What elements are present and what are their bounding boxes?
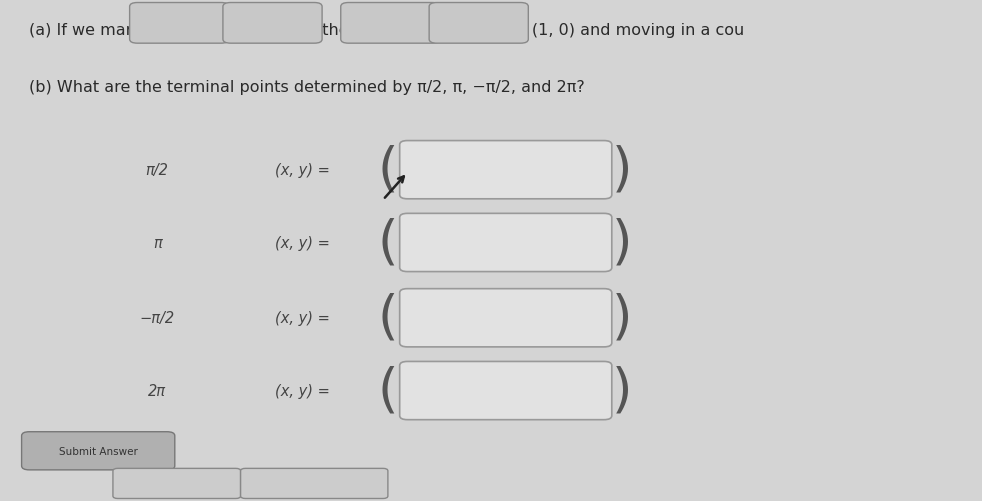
Text: ): )	[612, 365, 632, 417]
Text: (x, y) =: (x, y) =	[275, 163, 330, 178]
Text: ): )	[612, 144, 632, 196]
FancyBboxPatch shape	[400, 289, 612, 347]
FancyBboxPatch shape	[113, 468, 241, 498]
FancyBboxPatch shape	[241, 468, 388, 498]
FancyBboxPatch shape	[341, 4, 440, 44]
Text: Submit Answer: Submit Answer	[59, 446, 137, 456]
FancyBboxPatch shape	[429, 4, 528, 44]
Text: −π/2: −π/2	[139, 311, 175, 326]
FancyBboxPatch shape	[400, 141, 612, 199]
FancyBboxPatch shape	[223, 4, 322, 44]
Text: ): )	[612, 292, 632, 344]
Text: (x, y) =: (x, y) =	[275, 383, 330, 398]
Text: (a) If we mark off a distance t along the unit circle, starting at (1, 0) and mo: (a) If we mark off a distance t along th…	[29, 23, 744, 38]
Text: (b) What are the terminal points determined by π/2, π, −π/2, and 2π?: (b) What are the terminal points determi…	[29, 80, 585, 95]
FancyBboxPatch shape	[400, 362, 612, 420]
Text: π: π	[153, 235, 161, 250]
Text: (x, y) =: (x, y) =	[275, 311, 330, 326]
Text: π/2: π/2	[145, 163, 169, 178]
FancyBboxPatch shape	[400, 214, 612, 272]
Text: (: (	[377, 144, 398, 196]
FancyBboxPatch shape	[130, 4, 229, 44]
FancyBboxPatch shape	[22, 432, 175, 470]
Text: ): )	[612, 217, 632, 269]
Text: (: (	[377, 365, 398, 417]
Text: (: (	[377, 292, 398, 344]
Text: (: (	[377, 217, 398, 269]
Text: 2π: 2π	[148, 383, 166, 398]
Text: (x, y) =: (x, y) =	[275, 235, 330, 250]
